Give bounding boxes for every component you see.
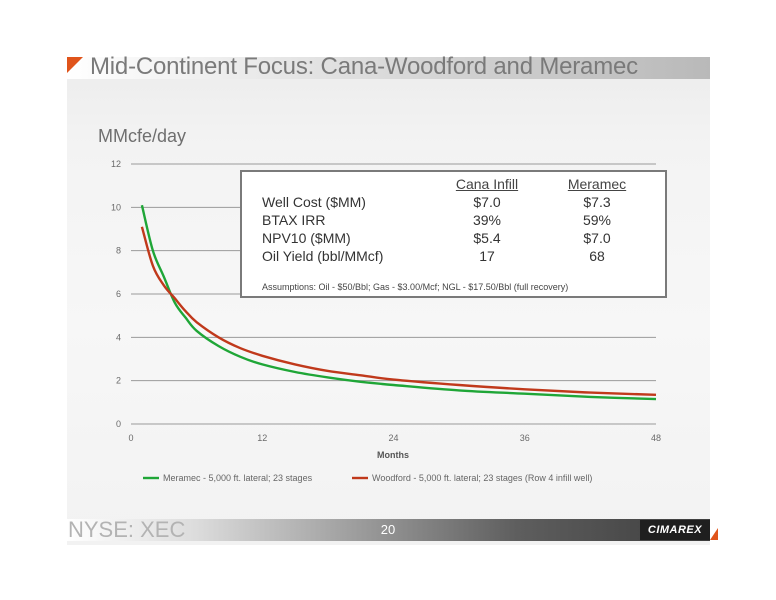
economics-table: Cana Infill Meramec Well Cost ($MM) $7.0… — [240, 170, 667, 298]
meramec-value: 59% — [582, 212, 612, 228]
x-tick-label: 24 — [388, 433, 398, 443]
y-tick-label: 10 — [111, 202, 121, 212]
y-tick-label: 6 — [116, 289, 121, 299]
assumptions-note: Assumptions: Oil - $50/Bbl; Gas - $3.00/… — [262, 282, 569, 292]
cana-value: $5.4 — [473, 230, 501, 246]
y-tick-label: 12 — [111, 159, 121, 169]
y-tick-label: 2 — [116, 376, 121, 386]
series-line-meramec — [140, 204, 657, 401]
title-accent-triangle — [67, 57, 83, 73]
row-label: Well Cost ($MM) — [262, 194, 366, 210]
y-axis-unit-label: MMcfe/day — [98, 126, 187, 146]
series-line-woodford — [140, 226, 657, 396]
y-tick-label: 8 — [116, 246, 121, 256]
cana-value: 39% — [472, 212, 502, 228]
table-row: Well Cost ($MM) $7.0 $7.3 — [242, 194, 665, 212]
page-number: 20 — [380, 522, 396, 537]
company-logo: CIMAREX — [640, 520, 718, 540]
table-row: NPV10 ($MM) $5.4 $7.0 — [242, 230, 665, 248]
meramec-value: 68 — [589, 248, 605, 264]
slide-title: Mid-Continent Focus: Cana-Woodford and M… — [90, 53, 638, 80]
logo-text: CIMAREX — [647, 524, 703, 536]
x-tick-label: 48 — [651, 433, 661, 443]
meramec-value: $7.0 — [583, 230, 611, 246]
cana-value: 17 — [479, 248, 495, 264]
title-bar — [67, 57, 710, 79]
row-label: NPV10 ($MM) — [262, 230, 351, 246]
x-axis-title: Months — [377, 450, 409, 460]
y-tick-label: 0 — [116, 419, 121, 429]
row-label: Oil Yield (bbl/MMcf) — [262, 248, 384, 264]
y-tick-label: 4 — [116, 332, 121, 342]
meramec-value: $7.3 — [583, 194, 611, 210]
stock-ticker: NYSE: XEC — [68, 517, 186, 542]
x-tick-label: 12 — [257, 433, 267, 443]
header-cana-infill: Cana Infill — [455, 176, 519, 192]
x-tick-label: 0 — [128, 433, 133, 443]
header-meramec: Meramec — [567, 176, 627, 192]
table-row: BTAX IRR 39% 59% — [242, 212, 665, 230]
x-tick-label: 36 — [520, 433, 530, 443]
table-row: Oil Yield (bbl/MMcf) 17 68 — [242, 248, 665, 266]
legend-label: Meramec - 5,000 ft. lateral; 23 stages — [163, 473, 313, 483]
cana-value: $7.0 — [473, 194, 501, 210]
logo-accent — [710, 528, 718, 540]
row-label: BTAX IRR — [262, 212, 326, 228]
footer-bar — [67, 519, 710, 541]
legend-label: Woodford - 5,000 ft. lateral; 23 stages … — [372, 473, 592, 483]
